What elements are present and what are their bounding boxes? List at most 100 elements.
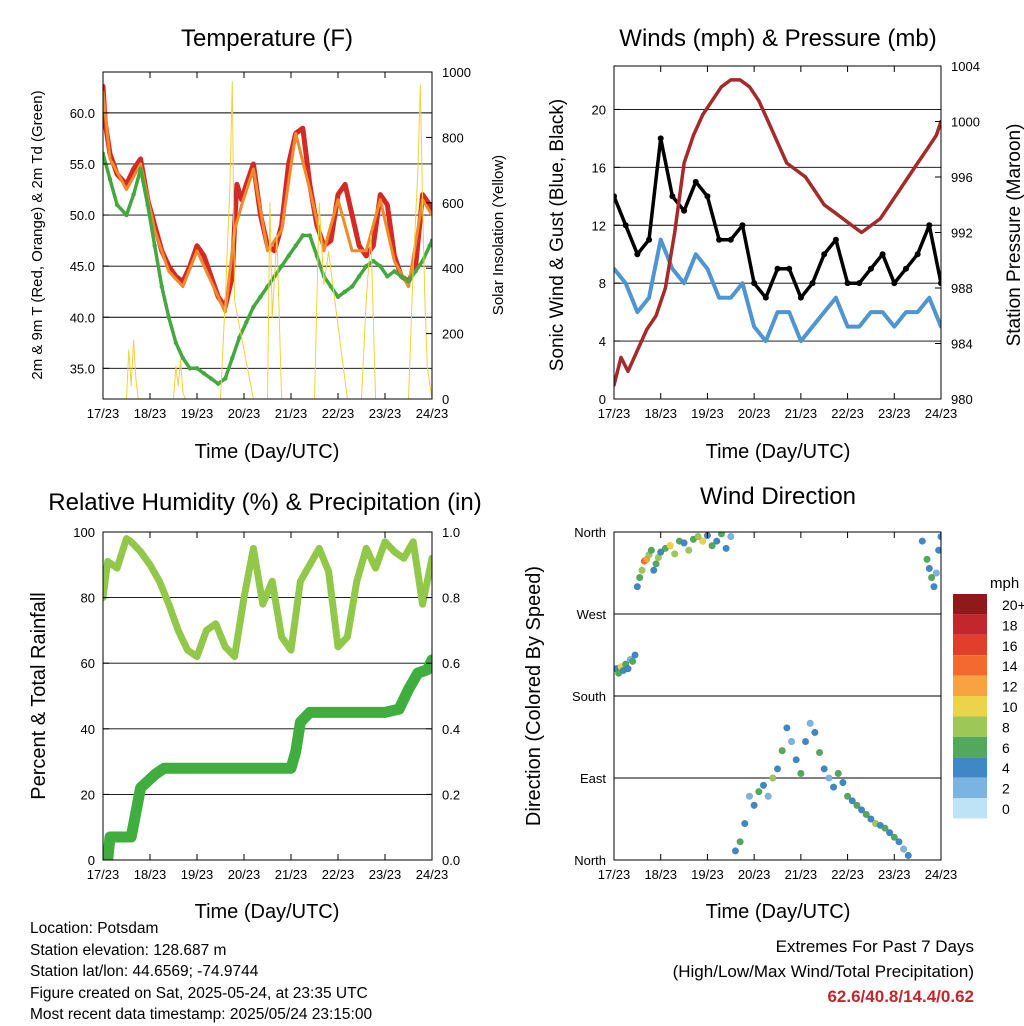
x-tick-label: 18/23 xyxy=(644,867,677,882)
dewpoint-point xyxy=(335,294,341,300)
recent-timestamp: Most recent data timestamp: 2025/05/24 2… xyxy=(30,1006,373,1023)
dewpoint-point xyxy=(107,177,113,182)
series-line xyxy=(103,81,432,399)
dewpoint-point xyxy=(194,366,200,371)
gust-point xyxy=(646,236,653,243)
y-tick-label: 0 xyxy=(88,853,95,868)
y2-tick-label: 988 xyxy=(951,281,973,296)
gust-point xyxy=(914,251,921,258)
legend-label: 20+ xyxy=(1002,597,1024,613)
x-tick-label: 21/23 xyxy=(785,406,818,421)
wind-direction-point xyxy=(773,765,782,773)
dewpoint-point xyxy=(392,269,397,274)
wind-direction-point xyxy=(666,542,674,550)
wind-direction-point xyxy=(829,783,838,791)
x-tick-label: 19/23 xyxy=(181,867,214,882)
dewpoint-point xyxy=(429,238,432,243)
legend-label: 12 xyxy=(1002,679,1018,695)
x-tick-label: 23/23 xyxy=(369,867,402,882)
series-line xyxy=(103,83,432,310)
dewpoint-point xyxy=(114,202,120,208)
winds-pressure-panel: Winds (mph) & Pressure (mb) 17/23 18/23 19… xyxy=(547,25,1024,463)
wind-direction-point xyxy=(923,555,931,563)
y2-tick-label: 996 xyxy=(951,170,973,185)
winds-plot-frame xyxy=(613,65,942,400)
gust-point xyxy=(938,280,941,287)
wind-direction-point xyxy=(935,546,941,554)
gust-point xyxy=(844,280,851,287)
wind-direction-point xyxy=(890,833,898,841)
x-tick-label: 21/23 xyxy=(275,867,308,882)
humidity-plot-frame xyxy=(102,531,433,861)
wind-direction-point xyxy=(629,657,637,666)
wind-direction-point xyxy=(741,819,749,828)
gust-point xyxy=(622,222,629,229)
y2-tick-label: 800 xyxy=(442,130,464,145)
gust-point xyxy=(692,178,699,185)
legend-swatch xyxy=(953,696,987,717)
y-tick-label: 4 xyxy=(599,334,606,349)
gust-point xyxy=(797,294,804,301)
x-tick-label: 23/23 xyxy=(878,406,911,421)
x-tick-label: 17/23 xyxy=(598,867,631,882)
series-line xyxy=(103,654,432,860)
dewpoint-point xyxy=(399,274,404,279)
series-line xyxy=(614,78,941,387)
humidity-title: Relative Humidity (%) & Precipitation (i… xyxy=(48,489,481,516)
gust-point xyxy=(716,236,723,243)
gust-point xyxy=(809,280,816,287)
wind-direction-point xyxy=(904,851,912,860)
series-line xyxy=(614,136,941,300)
wind-direction-point xyxy=(857,806,866,814)
gust-point xyxy=(634,251,641,258)
wind-direction-point xyxy=(867,815,875,823)
y-tick-label: 20 xyxy=(81,787,95,802)
legend-swatch xyxy=(953,614,987,635)
wind-direction-point xyxy=(811,728,819,737)
dewpoint-point xyxy=(251,304,256,310)
x-tick-label: 20/23 xyxy=(738,867,771,882)
x-tick-label: 20/23 xyxy=(738,406,771,421)
gust-point xyxy=(926,222,933,229)
dewpoint-point xyxy=(385,274,390,279)
wind-direction-panel: Wind Direction 17/23 18/23 19/23 20/23 21/23… xyxy=(523,483,1024,923)
y-tick-label: 40 xyxy=(81,722,95,737)
dewpoint-point xyxy=(145,202,150,208)
y-tick-label: 100 xyxy=(73,525,95,540)
wind-direction-point xyxy=(633,583,642,591)
winddir-xlabel: Time (Day/UTC) xyxy=(706,901,851,923)
x-tick-label: 24/23 xyxy=(925,867,958,882)
y2-tick-label: 992 xyxy=(951,226,973,241)
dewpoint-point xyxy=(300,233,305,238)
wind-direction-point xyxy=(759,781,768,789)
y-tick-label: 55.0 xyxy=(70,157,95,172)
y-tick-label: 20 xyxy=(592,102,606,117)
wind-direction-point xyxy=(930,583,938,591)
dewpoint-point xyxy=(413,269,418,274)
wind-direction-point xyxy=(848,797,856,805)
dewpoint-point xyxy=(286,253,291,259)
gust-point xyxy=(786,265,793,272)
y-tick-label: 35.0 xyxy=(70,361,95,376)
y2-tick-label: 0.4 xyxy=(442,722,460,737)
legend-label: 6 xyxy=(1002,740,1010,756)
legend-label: 18 xyxy=(1002,617,1018,633)
extremes-summary: Extremes For Past 7 Days (High/Low/Max W… xyxy=(673,934,974,1009)
wind-direction-point xyxy=(881,824,889,832)
wind-direction-point xyxy=(636,573,644,582)
legend-label: 4 xyxy=(1002,760,1010,776)
temperature-panel: Temperature (F) 17/23 18/23 19/23 20/23 21/2… xyxy=(29,25,507,463)
winds-xlabel: Time (Day/UTC) xyxy=(706,441,851,463)
dewpoint-point xyxy=(124,212,129,218)
y2-tick-label: 0 xyxy=(442,392,449,407)
dewpoint-point xyxy=(166,315,171,320)
y-tick-label: 8 xyxy=(599,276,606,291)
dewpoint-point xyxy=(180,355,186,361)
wind-direction-point xyxy=(928,573,936,582)
x-tick-label: 17/23 xyxy=(87,867,120,882)
wind-direction-point xyxy=(631,651,639,659)
wind-direction-point xyxy=(815,748,824,757)
dewpoint-point xyxy=(173,340,179,345)
wind-direction-point xyxy=(918,537,926,545)
